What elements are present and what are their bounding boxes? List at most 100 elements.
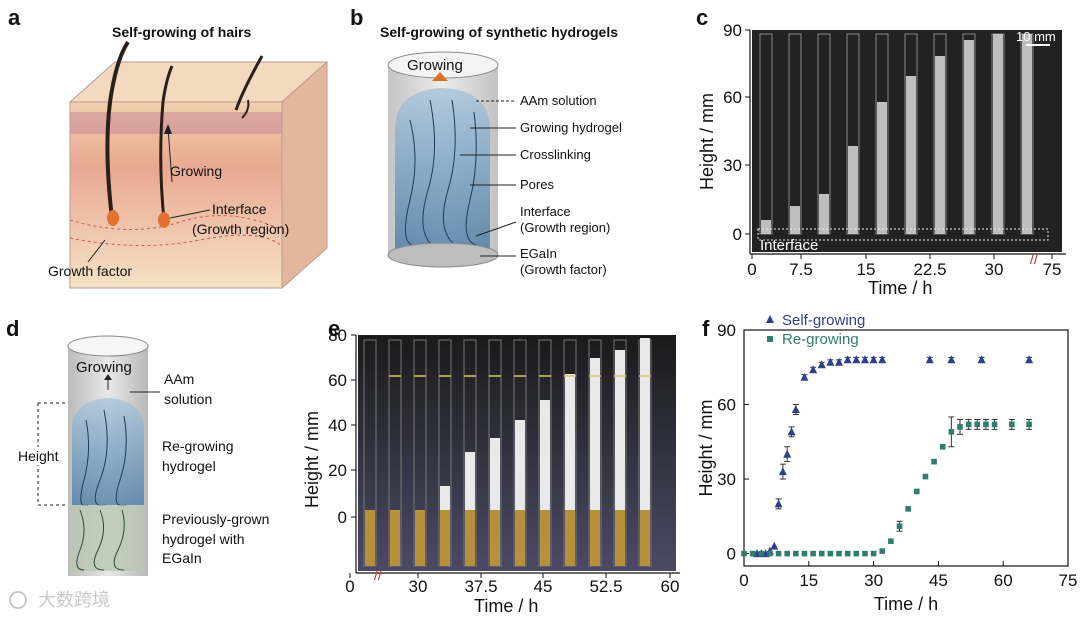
- data-point-triangle: [977, 355, 986, 364]
- x-tick-label: 75: [1043, 260, 1062, 279]
- x-tick-label: 30: [985, 260, 1004, 279]
- panel-e-letter: e: [328, 316, 340, 341]
- label-egain: EGaIn: [162, 550, 202, 566]
- data-point-square: [905, 506, 911, 512]
- data-point-square: [818, 550, 825, 557]
- label-hydrogel: hydrogel: [162, 458, 216, 474]
- data-point-square: [974, 421, 981, 428]
- hydrogel-column: [565, 374, 575, 510]
- y-tick-label: 30: [717, 470, 736, 489]
- panel-a-title: Self-growing of hairs: [112, 24, 251, 40]
- hydrogel-column: [993, 34, 1003, 234]
- panel-c: c 10 mm Interface 0 7.5 15 22.5 30 75 // 0 30 60 9…: [696, 5, 1066, 298]
- y-tick-label: 0: [338, 508, 347, 527]
- data-point-square: [879, 548, 886, 554]
- data-point-triangle: [774, 499, 783, 508]
- data-point-square: [922, 473, 929, 480]
- label-pores: Pores: [520, 177, 554, 192]
- data-point-square: [1009, 421, 1015, 428]
- label-growth-region: (Growth region): [192, 221, 289, 237]
- hydrogel-body: [395, 88, 490, 252]
- egain-region: [390, 510, 400, 566]
- hydrogel-column: [819, 194, 829, 234]
- y-tick-label: 60: [717, 396, 736, 415]
- panel-c-letter: c: [696, 5, 708, 30]
- hydrogel-column: [440, 486, 450, 510]
- y-tick-label: 0: [727, 545, 736, 564]
- label-regrowing: Re-growing: [162, 438, 234, 454]
- hydrogel-column: [615, 350, 625, 510]
- height-label-bg: [16, 447, 66, 465]
- hydrogel-column: [906, 76, 916, 234]
- panel-b-title: Self-growing of synthetic hydrogels: [380, 24, 618, 40]
- cylinder-bottom-egain: [387, 242, 499, 268]
- tube-series: [759, 33, 1034, 235]
- watermark: 大数跨境: [9, 590, 110, 611]
- y-axis-label: Height / mm: [302, 411, 322, 508]
- label-aam: AAm: [164, 371, 194, 387]
- growing-arrow: [167, 127, 173, 183]
- pore-fiber: [422, 99, 435, 246]
- series-re-growing: [741, 416, 1033, 557]
- data-point-square: [948, 429, 955, 435]
- interface-box: [757, 228, 1049, 241]
- pore-fiber: [115, 415, 127, 507]
- data-point-triangle: [809, 365, 818, 374]
- legend-label: Re-growing: [782, 331, 859, 348]
- skin-side-face: [281, 60, 328, 290]
- hair-strand: [241, 99, 250, 119]
- data-point-square: [758, 550, 765, 557]
- hydrogel-column: [515, 420, 525, 510]
- data-point-triangle: [1025, 355, 1034, 364]
- y-tick-label: 20: [328, 461, 347, 480]
- label-crosslinking: Crosslinking: [520, 147, 591, 162]
- data-point-triangle: [843, 355, 852, 364]
- data-point-square: [793, 550, 799, 557]
- growing-arrow: [432, 72, 448, 81]
- hydrogel-column: [540, 400, 550, 510]
- axes: 0 7.5 15 22.5 30 75 // 0 30 60 90: [723, 21, 1066, 279]
- data-point-square: [810, 550, 816, 557]
- data-point-triangle: [817, 360, 826, 369]
- data-point-triangle: [778, 467, 787, 476]
- hair-bulb: [107, 210, 119, 226]
- hydrogel-column: [935, 56, 945, 234]
- pore-fiber: [465, 111, 477, 246]
- x-tick-label: 15: [799, 571, 818, 590]
- hydrogel-column: [590, 358, 600, 510]
- x-tick-label: 60: [994, 571, 1013, 590]
- data-point-triangle: [783, 449, 792, 458]
- legend-marker: [766, 315, 774, 323]
- label-growing-hydrogel: Growing hydrogel: [520, 120, 622, 135]
- data-point-triangle: [869, 355, 878, 364]
- x-tick-label: 45: [534, 577, 553, 596]
- data-point-triangle: [791, 404, 800, 413]
- epidermis-layer: [70, 112, 282, 134]
- egain-region: [540, 510, 550, 566]
- data-point-square: [775, 550, 782, 557]
- hair-strand: [159, 65, 174, 221]
- data-point-square: [853, 550, 860, 557]
- data-point-triangle: [770, 541, 779, 550]
- data-point-square: [862, 550, 868, 557]
- panel-d: d Growing AAm solution Re-growing hydrog…: [6, 316, 269, 576]
- data-point-triangle: [925, 355, 934, 364]
- hydrogel-column: [877, 102, 887, 234]
- y-tick-label: 60: [328, 371, 347, 390]
- y-axis-label: Height / mm: [696, 399, 716, 496]
- data-point-square: [827, 550, 834, 557]
- x-tick-label: 15: [857, 260, 876, 279]
- x-tick-label: 22.5: [913, 260, 946, 279]
- x-tick-label: 7.5: [789, 260, 813, 279]
- label-growth-factor: Growth factor: [48, 263, 132, 279]
- egain-region: [640, 510, 650, 566]
- hydrogel-column: [964, 40, 974, 234]
- egain-region: [515, 510, 525, 566]
- panel-a-letter: a: [8, 5, 21, 30]
- cylinder-top: [67, 335, 149, 357]
- pore-fiber: [76, 509, 125, 571]
- data-point-square: [1026, 421, 1032, 428]
- y-tick-label: 40: [328, 416, 347, 435]
- label-interface: Interface: [212, 201, 267, 217]
- data-point-square: [983, 421, 989, 428]
